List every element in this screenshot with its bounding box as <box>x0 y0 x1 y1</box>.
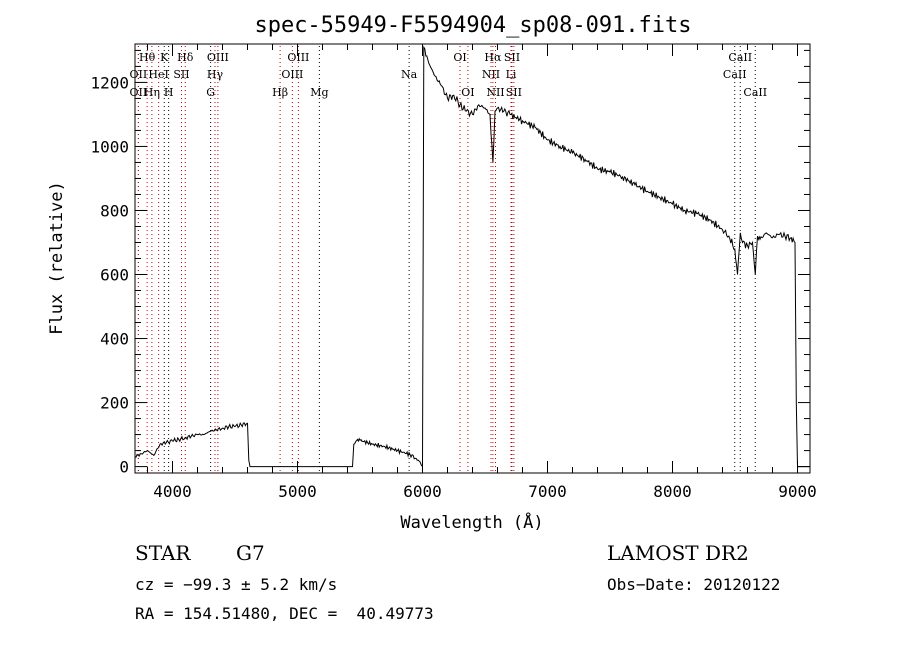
line-label-0: Hθ <box>139 51 156 64</box>
survey-name: LAMOST DR2 <box>607 541 749 565</box>
line-label-2: Hδ <box>177 51 194 64</box>
line-label-1: K <box>160 51 169 64</box>
line-label-10: HeI <box>148 68 168 81</box>
object-class: STAR <box>135 541 191 565</box>
line-label-26: SII <box>506 86 522 99</box>
line-label-16: Li <box>506 68 517 81</box>
y-tick-label: 1200 <box>90 73 129 92</box>
y-tick-label: 600 <box>100 266 129 285</box>
spectral-line-markers <box>137 46 756 471</box>
line-label-13: OIII <box>281 68 303 81</box>
spectrum-line <box>134 45 810 469</box>
line-label-4: OIII <box>287 51 309 64</box>
object-subclass: G7 <box>236 541 265 565</box>
y-tick-label: 1000 <box>90 137 129 156</box>
x-tick-label: 9000 <box>778 482 817 501</box>
line-label-8: CaII <box>728 51 752 64</box>
line-label-22: Hβ <box>272 86 288 99</box>
x-tick-label: 8000 <box>653 482 692 501</box>
y-axis-ticks: 0 200 400 600 800 1000 1200 <box>90 49 810 477</box>
x-tick-label: 6000 <box>403 482 442 501</box>
line-label-17: CaII <box>723 68 747 81</box>
y-tick-label: 800 <box>100 201 129 220</box>
line-label-24: OI <box>461 86 474 99</box>
line-label-9: OII <box>130 68 148 81</box>
x-axis-label: Wavelength (Å) <box>400 511 543 533</box>
line-label-11: SII <box>173 68 189 81</box>
plot-frame <box>134 43 811 474</box>
y-tick-label: 400 <box>100 330 129 349</box>
line-label-6: Hα <box>484 51 502 64</box>
line-label-5: OI <box>453 51 466 64</box>
redshift-velocity: cz = −99.3 ± 5.2 km/s <box>135 575 338 594</box>
line-label-25: NII <box>486 86 504 99</box>
chart-title: spec-55949-F5594904_sp08-091.fits <box>254 13 691 38</box>
line-label-7: SII <box>504 51 520 64</box>
coordinates: RA = 154.51480, DEC = 40.49773 <box>135 604 434 623</box>
x-tick-label: 5000 <box>278 482 317 501</box>
y-tick-label: 200 <box>100 394 129 413</box>
line-label-23: Mg <box>310 86 328 99</box>
y-tick-label: 0 <box>119 458 129 477</box>
line-label-12: Hγ <box>207 68 224 81</box>
x-tick-label: 7000 <box>528 482 567 501</box>
line-label-15: NII <box>482 68 500 81</box>
x-axis-ticks: 4000 5000 6000 7000 8000 9000 <box>147 44 817 501</box>
line-label-21: G <box>206 86 215 99</box>
y-axis-label: Flux (relative) <box>47 181 67 335</box>
line-label-27: CaII <box>743 86 767 99</box>
line-label-18: OII <box>130 86 148 99</box>
observation-date: Obs−Date: 20120122 <box>607 575 781 594</box>
line-label-14: Na <box>401 68 418 81</box>
line-label-3: OIII <box>207 51 229 64</box>
line-label-20: H <box>164 86 174 99</box>
x-tick-label: 4000 <box>153 482 192 501</box>
line-label-19: Hη <box>144 86 160 99</box>
